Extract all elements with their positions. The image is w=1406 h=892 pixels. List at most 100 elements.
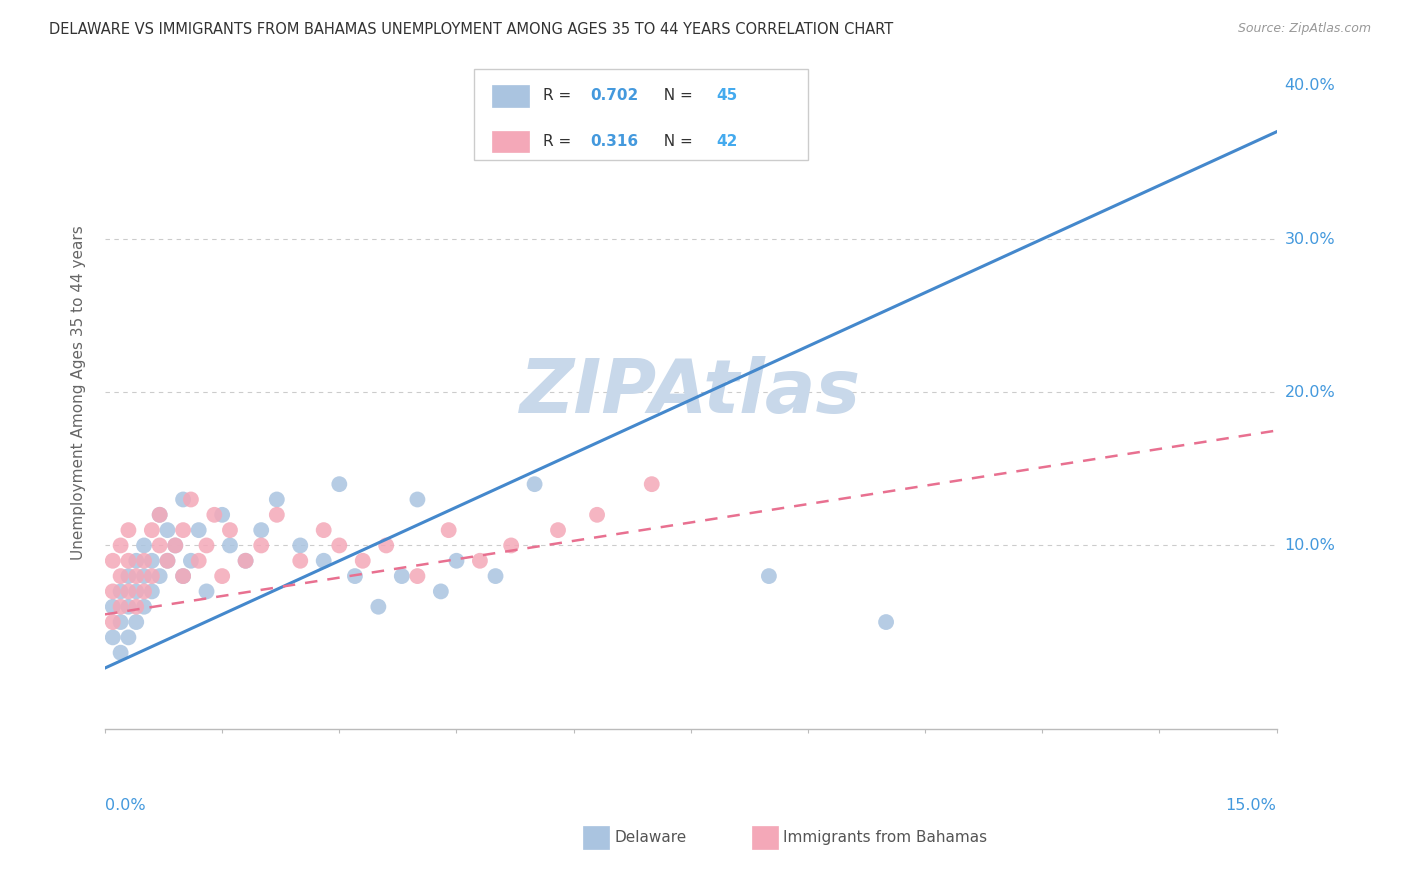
Point (180, 554, 202, 568)
Point (132, 554, 155, 568)
Point (125, 569, 148, 583)
Point (446, 554, 468, 568)
Point (172, 569, 194, 583)
Point (430, 584, 453, 599)
Point (117, 631, 139, 645)
Y-axis label: Unemployment Among Ages 35 to 44 years: Unemployment Among Ages 35 to 44 years (72, 225, 86, 559)
Point (132, 584, 155, 599)
Point (110, 569, 132, 583)
Point (117, 599, 139, 614)
Bar (492, 130, 529, 153)
Text: 0.316: 0.316 (591, 134, 638, 149)
Point (202, 508, 225, 522)
Point (235, 554, 257, 568)
Text: R =: R = (543, 134, 576, 149)
Point (149, 508, 172, 522)
Text: Immigrants from Bahamas: Immigrants from Bahamas (783, 830, 987, 845)
Point (149, 508, 172, 522)
Text: Source: ZipAtlas.com: Source: ZipAtlas.com (1237, 22, 1371, 36)
Point (266, 492, 288, 507)
Point (343, 569, 366, 583)
Text: 20.0%: 20.0% (1285, 384, 1336, 400)
Point (602, 140, 624, 154)
Text: 15.0%: 15.0% (1226, 798, 1277, 814)
Point (125, 554, 148, 568)
Point (149, 538, 172, 552)
Text: 10.0%: 10.0% (1285, 538, 1336, 553)
Point (172, 492, 194, 507)
Point (132, 599, 155, 614)
Point (101, 599, 124, 614)
Bar (492, 85, 529, 107)
Point (101, 584, 124, 599)
Point (132, 569, 155, 583)
Point (117, 569, 139, 583)
Text: 40.0%: 40.0% (1285, 78, 1336, 94)
Point (149, 569, 172, 583)
FancyBboxPatch shape (474, 69, 808, 160)
Point (156, 554, 179, 568)
Point (172, 569, 194, 583)
Point (875, 615, 897, 629)
Text: 42: 42 (717, 134, 738, 149)
Point (312, 523, 335, 537)
Point (437, 523, 460, 537)
Point (141, 523, 163, 537)
Text: 30.0%: 30.0% (1285, 232, 1336, 246)
Point (328, 477, 350, 491)
Point (367, 599, 389, 614)
Point (406, 569, 429, 583)
Point (101, 631, 124, 645)
Point (172, 523, 194, 537)
Point (187, 523, 209, 537)
Point (101, 615, 124, 629)
Point (180, 492, 202, 507)
Point (219, 538, 242, 552)
Point (195, 538, 218, 552)
Point (235, 554, 257, 568)
Point (110, 599, 132, 614)
Text: Delaware: Delaware (614, 830, 686, 845)
Point (352, 554, 374, 568)
Point (758, 569, 780, 583)
Point (219, 523, 242, 537)
Point (125, 599, 148, 614)
Point (468, 554, 491, 568)
Point (156, 523, 179, 537)
Point (141, 554, 163, 568)
Point (250, 538, 273, 552)
Point (110, 584, 132, 599)
Point (110, 615, 132, 629)
Point (375, 538, 398, 552)
Point (117, 523, 139, 537)
Text: 45: 45 (717, 88, 738, 103)
Point (165, 538, 187, 552)
Point (117, 554, 139, 568)
Point (501, 538, 523, 552)
Point (125, 615, 148, 629)
Point (290, 538, 312, 552)
Point (110, 646, 132, 660)
Point (141, 569, 163, 583)
Point (391, 569, 413, 583)
Point (406, 492, 429, 507)
Point (290, 554, 312, 568)
Point (211, 569, 233, 583)
Point (328, 538, 350, 552)
Point (641, 477, 664, 491)
Point (312, 554, 335, 568)
Point (523, 477, 546, 491)
Point (132, 538, 155, 552)
Text: 0.702: 0.702 (591, 88, 638, 103)
Text: ZIPAtlas: ZIPAtlas (520, 356, 862, 429)
Point (156, 554, 179, 568)
Point (141, 584, 163, 599)
Point (187, 554, 209, 568)
Point (266, 508, 288, 522)
Text: N =: N = (654, 88, 699, 103)
Text: DELAWARE VS IMMIGRANTS FROM BAHAMAS UNEMPLOYMENT AMONG AGES 35 TO 44 YEARS CORRE: DELAWARE VS IMMIGRANTS FROM BAHAMAS UNEM… (49, 22, 893, 37)
Point (117, 584, 139, 599)
Text: N =: N = (654, 134, 699, 149)
Point (586, 508, 609, 522)
Point (165, 538, 187, 552)
